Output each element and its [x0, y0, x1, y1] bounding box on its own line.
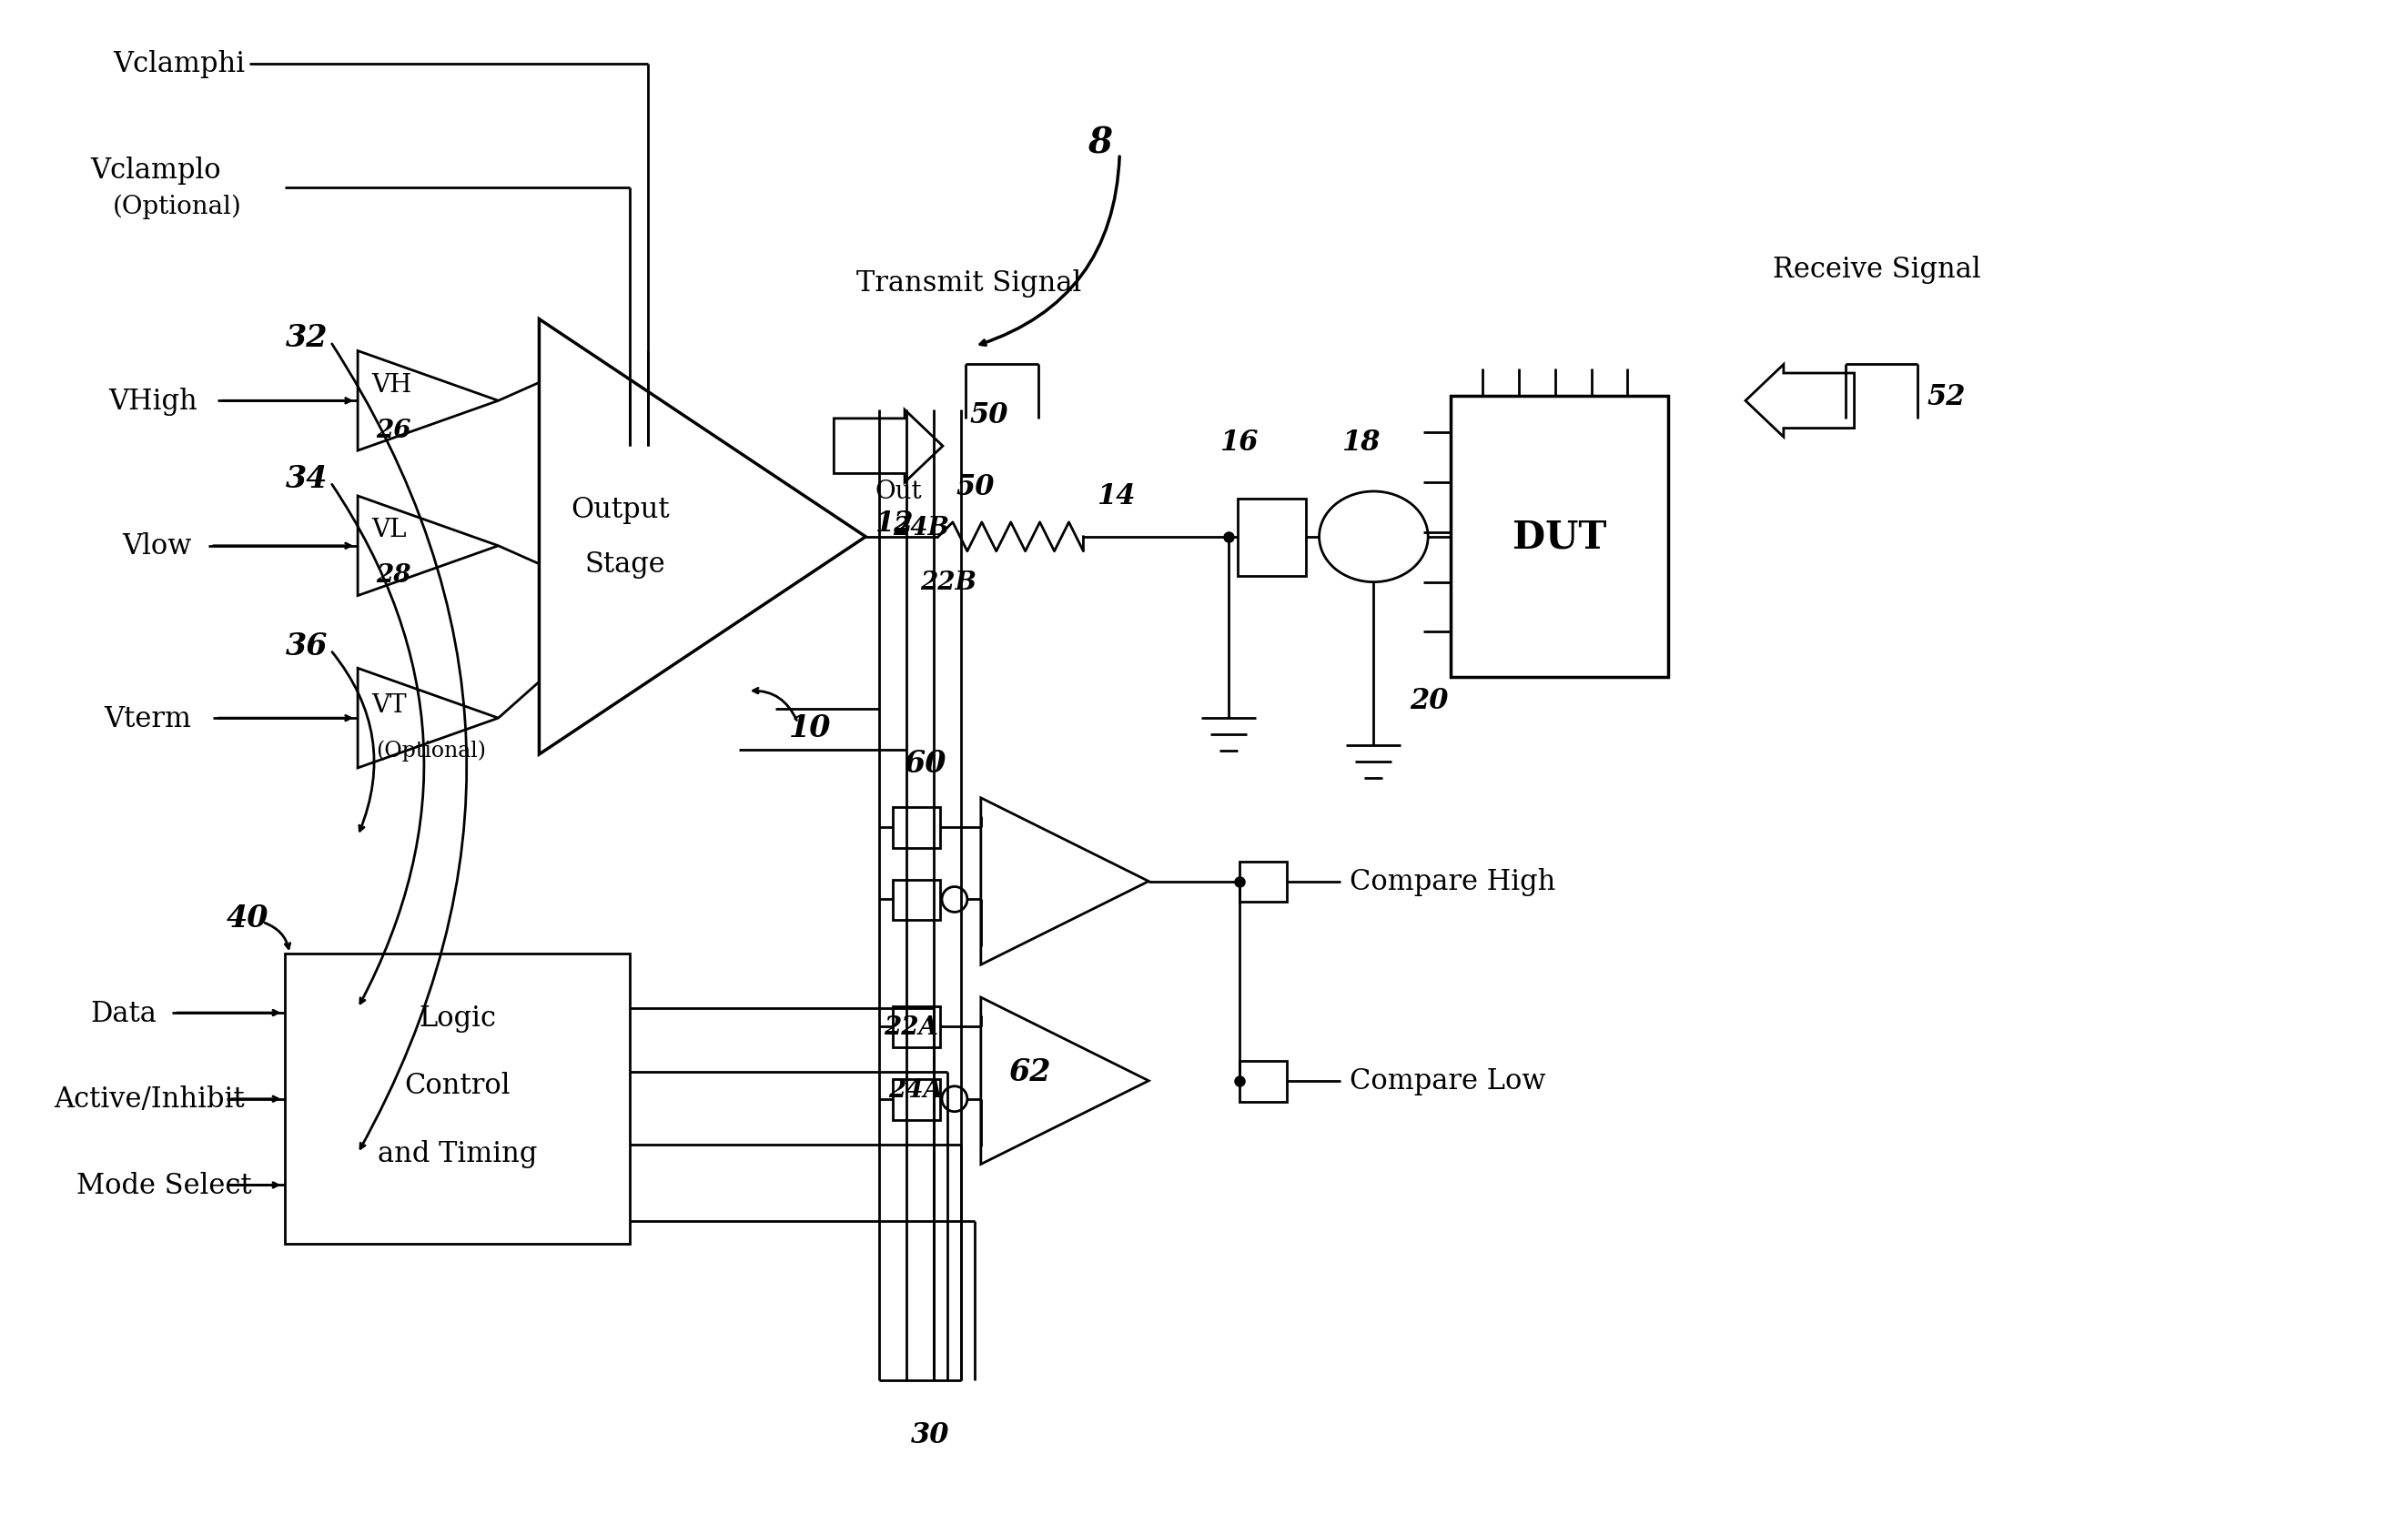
- Text: Output: Output: [571, 497, 669, 524]
- Bar: [893, 880, 939, 921]
- Bar: [893, 1079, 939, 1120]
- Text: VH: VH: [371, 372, 412, 397]
- Polygon shape: [539, 319, 867, 755]
- Bar: [1450, 397, 1669, 678]
- Text: VL: VL: [371, 518, 407, 542]
- Text: 52: 52: [1926, 383, 1965, 410]
- Text: Vclamphi: Vclamphi: [113, 50, 246, 79]
- Text: 12: 12: [874, 510, 913, 537]
- Bar: [893, 807, 939, 848]
- Circle shape: [942, 887, 968, 913]
- Text: 34: 34: [284, 463, 327, 494]
- Text: Vclamplo: Vclamplo: [89, 156, 222, 185]
- Text: 18: 18: [1341, 428, 1380, 456]
- Text: Compare Low: Compare Low: [1351, 1067, 1546, 1095]
- Text: Vterm: Vterm: [104, 704, 190, 733]
- Text: 14: 14: [1098, 483, 1137, 510]
- Text: 50: 50: [956, 474, 995, 501]
- Bar: [1240, 1061, 1286, 1102]
- Polygon shape: [359, 351, 498, 451]
- Text: Control: Control: [405, 1072, 510, 1099]
- Text: Compare High: Compare High: [1351, 868, 1556, 896]
- Text: VHigh: VHigh: [108, 388, 197, 415]
- Text: 28: 28: [376, 563, 412, 587]
- Polygon shape: [833, 410, 944, 483]
- Ellipse shape: [1320, 492, 1428, 583]
- Text: 10: 10: [787, 713, 831, 742]
- Text: Logic: Logic: [419, 1004, 496, 1031]
- Text: 24A: 24A: [889, 1078, 944, 1102]
- Text: (Optional): (Optional): [376, 739, 486, 762]
- Text: 62: 62: [1009, 1057, 1050, 1087]
- Text: VT: VT: [371, 692, 407, 718]
- Text: Out: Out: [874, 480, 922, 504]
- Text: Active/Inhibit: Active/Inhibit: [53, 1086, 246, 1113]
- Text: 36: 36: [284, 631, 327, 662]
- Polygon shape: [359, 497, 498, 597]
- Text: (Optional): (Optional): [113, 194, 241, 220]
- Text: and Timing: and Timing: [378, 1140, 537, 1167]
- Text: Vlow: Vlow: [123, 533, 190, 560]
- Text: 26: 26: [376, 418, 412, 442]
- Text: 22A: 22A: [884, 1014, 939, 1039]
- Text: 16: 16: [1218, 428, 1257, 456]
- Bar: [893, 1007, 939, 1048]
- Text: 22B: 22B: [920, 571, 978, 595]
- Text: 20: 20: [1411, 686, 1450, 715]
- Polygon shape: [1746, 365, 1854, 438]
- Text: DUT: DUT: [1512, 518, 1606, 556]
- Text: Data: Data: [89, 999, 157, 1026]
- Text: Stage: Stage: [585, 550, 665, 578]
- Text: 30: 30: [910, 1420, 949, 1449]
- Polygon shape: [980, 998, 1149, 1164]
- Circle shape: [942, 1087, 968, 1111]
- Polygon shape: [359, 669, 498, 768]
- Bar: [1240, 861, 1286, 902]
- Text: 32: 32: [284, 322, 327, 353]
- Bar: [284, 954, 631, 1245]
- Bar: [1238, 500, 1305, 577]
- Text: Mode Select: Mode Select: [77, 1172, 253, 1199]
- Text: 24B: 24B: [893, 516, 949, 540]
- Text: 50: 50: [970, 401, 1009, 428]
- Text: 60: 60: [903, 749, 946, 778]
- Polygon shape: [980, 798, 1149, 964]
- Text: 8: 8: [1088, 126, 1112, 160]
- Text: Transmit Signal: Transmit Signal: [857, 269, 1081, 298]
- Text: Receive Signal: Receive Signal: [1772, 256, 1982, 285]
- Text: 40: 40: [226, 902, 270, 933]
